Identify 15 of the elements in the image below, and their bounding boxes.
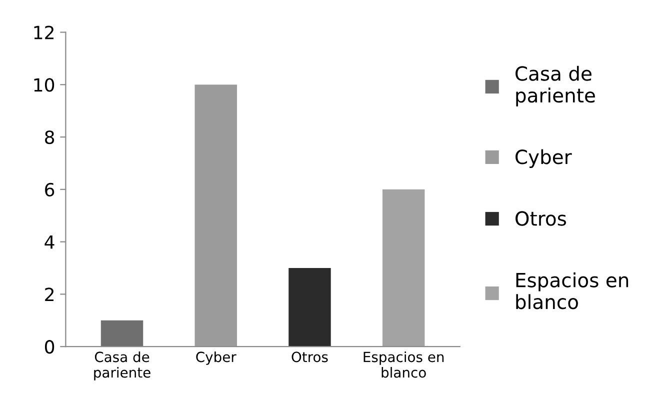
legend-label: Cyber (516, 149, 572, 168)
x-tick-label: Casa de pariente (94, 351, 150, 380)
y-tick-label: 12 (34, 26, 54, 40)
y-tick-label: 6 (45, 182, 54, 197)
x-tick-label: Otros (292, 352, 328, 362)
legend-label: Otros (516, 211, 566, 226)
legend-label: Casa de pariente (516, 66, 595, 106)
x-tick-label: Cyber (196, 351, 236, 365)
x-tick-label: Espacios en blanco (364, 351, 444, 378)
y-tick-label: 4 (44, 235, 54, 249)
y-tick-label: 2 (45, 288, 54, 302)
y-tick-label: 10 (34, 78, 54, 92)
y-tick-label: 8 (45, 130, 54, 144)
legend-label: Espacios en blanco (516, 272, 628, 310)
y-tick-label: 0 (44, 340, 54, 354)
